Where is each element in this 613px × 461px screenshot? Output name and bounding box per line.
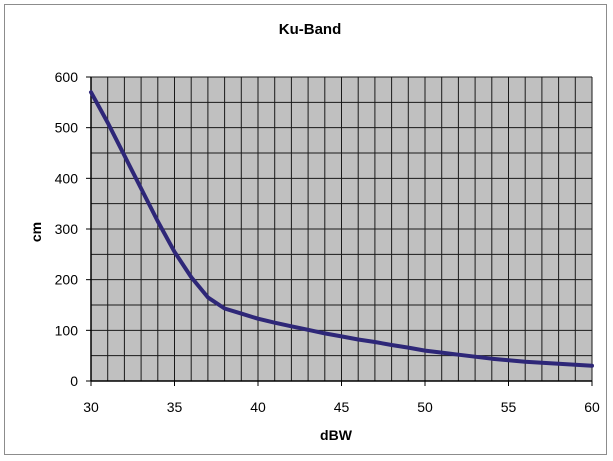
data-point <box>524 361 526 363</box>
data-point <box>407 346 409 349</box>
data-point <box>340 335 343 338</box>
y-tick-label: 100 <box>55 322 79 338</box>
data-point <box>474 356 476 358</box>
y-tick-label: 600 <box>55 69 79 85</box>
series-group <box>89 90 594 368</box>
data-point <box>190 276 192 278</box>
data-point <box>290 325 292 327</box>
data-point <box>491 358 493 360</box>
y-tick-label: 0 <box>70 373 78 389</box>
x-tick-label: 40 <box>250 399 266 415</box>
data-point <box>558 363 560 365</box>
data-point <box>123 154 125 157</box>
y-tick-label: 300 <box>55 221 79 237</box>
data-point <box>441 352 443 354</box>
data-point <box>140 187 142 190</box>
data-point <box>90 91 92 93</box>
data-point <box>541 362 543 364</box>
x-axis-label: dBW <box>320 427 353 443</box>
x-tick-label: 45 <box>334 399 350 415</box>
data-point <box>507 359 510 361</box>
data-point <box>207 296 209 298</box>
data-point <box>391 344 393 346</box>
x-tick-label: 35 <box>167 399 183 415</box>
x-tick-label: 50 <box>417 399 433 415</box>
y-axis-ticks: 0 100 200 300 400 500 600 <box>55 69 91 389</box>
data-point <box>257 318 259 320</box>
y-tick-label: 500 <box>55 120 79 136</box>
data-point <box>274 322 276 324</box>
y-axis-label: cm <box>28 222 44 242</box>
data-point <box>307 329 309 331</box>
data-point <box>173 251 176 253</box>
data-point <box>357 338 359 341</box>
data-point <box>457 354 459 356</box>
x-tick-label: 60 <box>584 399 600 415</box>
chart-title: Ku-Band <box>279 21 342 38</box>
x-axis-ticks: 30 35 40 45 50 55 60 <box>83 381 600 415</box>
y-tick-label: 400 <box>55 170 79 186</box>
data-point <box>324 332 326 334</box>
data-point <box>591 365 593 367</box>
x-tick-label: 55 <box>501 399 517 415</box>
x-tick-label: 30 <box>83 399 99 415</box>
data-point <box>224 307 226 310</box>
data-point <box>574 364 576 366</box>
data-point <box>157 220 159 222</box>
data-point <box>424 350 426 352</box>
data-point <box>374 341 376 343</box>
y-tick-label: 200 <box>55 272 79 288</box>
data-point <box>240 313 242 315</box>
data-point <box>107 122 109 124</box>
